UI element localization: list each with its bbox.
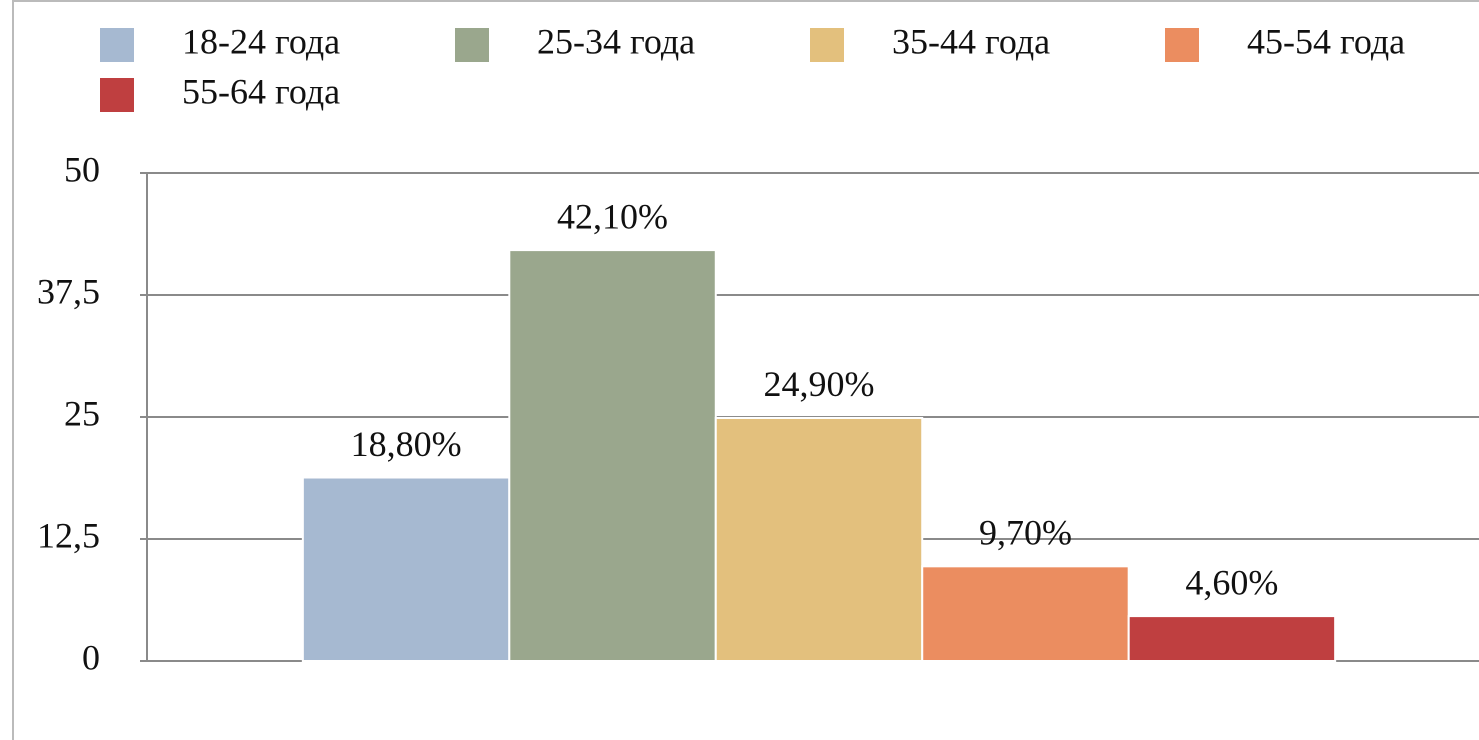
bar bbox=[714, 416, 924, 663]
legend-label: 45-54 года bbox=[1247, 21, 1405, 61]
legend-label: 25-34 года bbox=[537, 21, 695, 61]
y-tick-label: 37,5 bbox=[37, 271, 100, 311]
legend-swatch bbox=[810, 28, 844, 62]
data-label: 9,70% bbox=[979, 513, 1072, 553]
legend-swatch bbox=[100, 78, 134, 112]
legend-swatch bbox=[1165, 28, 1199, 62]
legend-label: 35-44 года bbox=[892, 21, 1050, 61]
data-label: 42,10% bbox=[557, 196, 668, 236]
bar bbox=[508, 249, 717, 662]
y-tick-label: 12,5 bbox=[37, 515, 100, 555]
legend-swatch bbox=[455, 28, 489, 62]
bar bbox=[921, 565, 1130, 662]
y-tick-label: 0 bbox=[82, 637, 100, 677]
chart-border bbox=[12, 0, 1479, 740]
bar bbox=[301, 476, 511, 662]
legend-label: 55-64 года bbox=[182, 71, 340, 111]
bar bbox=[1127, 615, 1337, 663]
data-label: 18,80% bbox=[351, 424, 462, 464]
legend-label: 18-24 года bbox=[182, 21, 340, 61]
y-tick-label: 25 bbox=[64, 393, 100, 433]
data-label: 4,60% bbox=[1185, 562, 1278, 602]
data-label: 24,90% bbox=[764, 364, 875, 404]
y-tick-label: 50 bbox=[64, 149, 100, 189]
legend-swatch bbox=[100, 28, 134, 62]
